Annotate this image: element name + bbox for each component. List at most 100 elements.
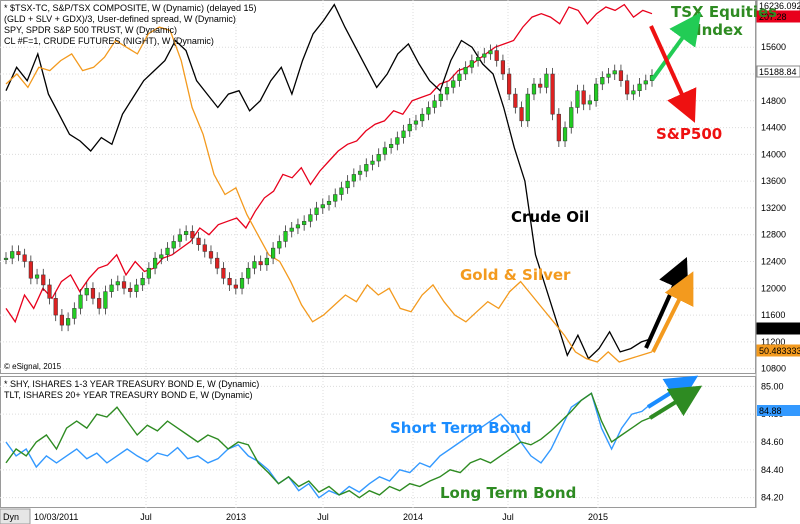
tsx-candle xyxy=(47,284,52,299)
tsx-candle xyxy=(395,137,400,145)
lower-y-tick: 84.40 xyxy=(761,465,784,475)
tsx-candle xyxy=(482,53,487,58)
tsx-candle xyxy=(544,73,549,88)
tsx-candle xyxy=(587,100,592,105)
tsx-candle xyxy=(289,227,294,232)
tsx-up-arrow xyxy=(650,12,702,82)
tsx-candle xyxy=(469,60,474,68)
tsx-candle xyxy=(562,127,568,142)
tsx-candle xyxy=(500,60,506,75)
tsx-candle xyxy=(525,93,530,122)
annotation-tsx-line2: Index xyxy=(696,21,743,39)
tsx-candle xyxy=(519,107,524,122)
upper-y-tick: 14800 xyxy=(761,96,786,106)
price-label-box xyxy=(757,405,800,416)
tsx-candle xyxy=(618,70,624,81)
start-date: 10/03/2011 xyxy=(34,512,78,522)
upper-y-tick: 14000 xyxy=(761,149,786,159)
tsx-candle xyxy=(103,291,108,309)
x-tick-label: 2015 xyxy=(588,512,608,522)
tsx-candle xyxy=(239,277,245,289)
legend-shy: * SHY, ISHARES 1-3 YEAR TREASURY BOND E,… xyxy=(4,379,259,389)
legend-crude: CL #F=1, CRUDE FUTURES (NIGHT), W (Dynam… xyxy=(4,36,214,46)
sp500-down-arrow xyxy=(649,25,697,123)
legend-tlt: TLT, ISHARES 20+ YEAR TREASURY BOND E, W… xyxy=(4,390,252,400)
tsx-candle xyxy=(643,80,648,85)
tsx-candle xyxy=(351,174,356,182)
x-tick-label: Jul xyxy=(140,512,152,522)
tsx-candle xyxy=(637,83,642,91)
upper-y-tick: 13600 xyxy=(761,176,786,186)
tsx-candle xyxy=(202,244,207,252)
upper-series-layer xyxy=(3,3,655,363)
lower-y-tick: 84.20 xyxy=(761,493,784,503)
lower-y-tick: 84.60 xyxy=(761,437,784,447)
mode-toggle[interactable] xyxy=(0,508,31,524)
tsx-candle xyxy=(3,257,9,260)
upper-y-tick: 12400 xyxy=(761,257,786,267)
tsx-candle xyxy=(364,164,369,172)
tsx-candle xyxy=(258,261,263,266)
tsx-candle xyxy=(184,231,189,235)
price-label-text: 15188.84 xyxy=(759,67,797,77)
tsx-candle xyxy=(165,247,170,256)
tsx-candle xyxy=(357,170,363,175)
tsx-candle xyxy=(339,187,344,195)
x-tick-label: 2013 xyxy=(226,512,246,522)
short-bond-line xyxy=(5,392,653,499)
top-legend: * $TSX-TC, S&P/TSX COMPOSITE, W (Dynamic… xyxy=(4,3,257,46)
tsx-candle xyxy=(531,83,537,95)
esignal-watermark: © eSignal, 2015 xyxy=(4,362,62,371)
price-label-text: 50.483333 xyxy=(759,346,800,356)
upper-y-tick: 12800 xyxy=(761,230,786,240)
bottom-legend: * SHY, ISHARES 1-3 YEAR TREASURY BOND E,… xyxy=(4,379,259,400)
tsx-candle xyxy=(308,214,313,222)
price-label-box xyxy=(756,65,800,78)
tsx-candle xyxy=(215,257,220,269)
upper-y-tick: 11600 xyxy=(761,310,785,320)
long-bond-up-arrow xyxy=(648,385,703,420)
tsx-candle xyxy=(401,130,406,138)
tsx-candle xyxy=(488,50,493,55)
tsx-candle xyxy=(581,90,586,105)
tsx-candle xyxy=(16,251,21,256)
tsx-candle xyxy=(10,251,15,259)
tsx-candle xyxy=(600,77,605,85)
tsx-candle xyxy=(152,257,158,269)
tsx-candle xyxy=(128,288,133,292)
tsx-candle xyxy=(28,261,33,279)
tsx-candle xyxy=(376,154,381,162)
tsx-candle xyxy=(631,90,636,95)
upper-y-tick: 10800 xyxy=(761,364,786,374)
tsx-candle xyxy=(72,308,77,319)
tsx-candle xyxy=(97,298,102,309)
tsx-candle xyxy=(494,50,499,61)
tsx-candle xyxy=(625,80,630,95)
long-bond-line xyxy=(5,392,653,499)
tsx-candle xyxy=(190,231,195,239)
tsx-candle xyxy=(66,318,71,326)
annotation-short-bond: Short Term Bond xyxy=(390,419,531,437)
x-tick-label: Jul xyxy=(502,512,514,522)
tsx-candle xyxy=(407,123,412,132)
tsx-candle xyxy=(612,70,617,75)
gold-silver-line xyxy=(5,26,653,363)
tsx-candle xyxy=(84,288,89,296)
upper-y-tick: 15600 xyxy=(761,42,786,52)
tsx-candle xyxy=(333,194,338,202)
tsx-candle xyxy=(227,277,232,286)
tsx-candle xyxy=(22,254,27,262)
tsx-candle xyxy=(78,294,83,309)
tsx-candle xyxy=(34,274,40,279)
tsx-candle xyxy=(140,277,145,286)
tsx-candle xyxy=(463,67,468,75)
lower-series-layer xyxy=(5,392,653,499)
tsx-candle xyxy=(556,113,561,142)
tsx-candle xyxy=(90,288,96,299)
tsx-candle xyxy=(283,231,288,242)
tsx-candle xyxy=(59,314,64,326)
tsx-candle xyxy=(134,284,139,292)
gold-up-arrow xyxy=(651,271,694,353)
tsx-candle xyxy=(569,107,574,128)
